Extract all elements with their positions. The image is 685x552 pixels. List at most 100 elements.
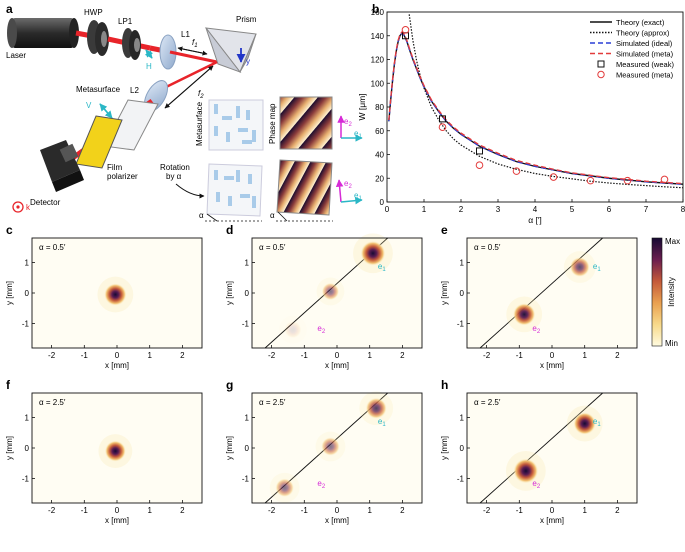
e1-direction-line (479, 392, 603, 504)
map-xtick-label: 2 (615, 351, 620, 360)
map-ytick-label: -1 (242, 475, 250, 484)
map-xtick-label: -2 (48, 506, 56, 515)
intensity-spot (104, 283, 127, 306)
chart-point-measured-weak (476, 147, 483, 155)
map-ytick-label: 0 (25, 444, 30, 453)
e2-rotated-label: e2 (344, 179, 352, 190)
l2-label: L2 (130, 86, 139, 95)
map-ytick-label: -1 (22, 320, 30, 329)
map-ytick-label: 0 (245, 289, 250, 298)
intensity-spot (360, 240, 386, 266)
phase-map-image (279, 96, 333, 150)
chart-ytick-label: 100 (371, 79, 385, 88)
prism-label: Prism (236, 15, 257, 24)
map-ylabel: y [mm] (5, 436, 14, 460)
intensity-maps: c α = 0.5′ -2 -1 0 1 2 -1 0 1 x [mm] y [mm] d α = 0.5… (5, 223, 638, 525)
map-xtick-label: -2 (268, 351, 276, 360)
intensity-spot (321, 282, 340, 301)
map-ytick-label: 0 (25, 289, 30, 298)
e2-axis-label: e2 (344, 117, 352, 128)
h-label: H (146, 62, 152, 71)
map-xtick-label: 0 (335, 506, 340, 515)
f2-label: f2 (198, 89, 204, 100)
map-xlabel: x [mm] (325, 516, 349, 525)
legend-marker (597, 60, 605, 68)
map-xlabel: x [mm] (540, 516, 564, 525)
chart-point-measured-meta (549, 173, 558, 181)
map-xtick-label: -1 (516, 351, 524, 360)
chart-ylabel: W [μm] (357, 93, 367, 120)
alpha-value-label: α = 0.5′ (259, 243, 286, 252)
e1-direction-line (479, 237, 603, 349)
k-vector-icon (12, 201, 24, 213)
map-ytick-label: 1 (245, 258, 250, 267)
e2-label: e2 (532, 324, 540, 335)
colorbar-label: Intensity (667, 277, 676, 307)
map-xtick-label: 2 (400, 351, 405, 360)
map-ytick-label: -1 (457, 320, 465, 329)
map-ytick-label: 0 (245, 444, 250, 453)
chart-point-measured-meta (438, 123, 447, 131)
intensity-map-h: h α = 2.5′ -2 -1 0 1 2 -1 0 1 x [mm] y [mm] e1 e2 (440, 378, 638, 525)
map-xtick-label: 2 (400, 506, 405, 515)
map-ylabel: y [mm] (440, 436, 449, 460)
intensity-map-f: f α = 2.5′ -2 -1 0 1 2 -1 0 1 x [mm] y [mm] (5, 378, 203, 525)
laser-icon (7, 18, 79, 48)
map-xtick-label: -1 (81, 351, 89, 360)
map-xtick-label: 1 (582, 351, 587, 360)
colorbar-max-label: Max (665, 237, 680, 246)
panel-letter: g (226, 378, 233, 392)
panel-letter: h (441, 378, 448, 392)
chart-xtick-label: 1 (422, 205, 427, 214)
panel-letter: d (226, 223, 233, 237)
map-xlabel: x [mm] (540, 361, 564, 370)
alpha-angle-label-2: α (270, 211, 275, 220)
chart-xtick-label: 7 (644, 205, 649, 214)
chart-point-measured-meta (475, 161, 484, 169)
intensity-spot (513, 458, 539, 484)
map-xtick-label: -2 (483, 351, 491, 360)
map-xtick-label: -1 (301, 351, 309, 360)
chart-point-measured-meta (512, 167, 521, 175)
rotation-label: Rotation by α (160, 163, 190, 181)
e2-rotated-arrow (335, 179, 344, 203)
f1-label: f1 (192, 38, 198, 49)
chart-series-line (408, 14, 684, 189)
map-ylabel: y [mm] (225, 281, 234, 305)
chart-point-measured-meta (660, 175, 669, 184)
map-xlabel: x [mm] (105, 516, 129, 525)
chart-xtick-label: 2 (459, 205, 464, 214)
map-ylabel: y [mm] (225, 436, 234, 460)
map-ytick-label: 1 (245, 413, 250, 422)
map-ytick-label: 1 (460, 413, 465, 422)
e2-label: e2 (317, 324, 325, 335)
intensity-map-e: e α = 0.5′ -2 -1 0 1 2 -1 0 1 x [mm] y [mm] e1 e2 (440, 223, 638, 370)
chart-ytick-label: 140 (371, 32, 385, 41)
chart-point-measured-meta (623, 176, 632, 185)
l1-label: L1 (181, 30, 190, 39)
intensity-spot (513, 303, 536, 326)
panel-a-setup: a Laser HWP LP1 H L1 (6, 2, 363, 222)
intensity-map-c: c α = 0.5′ -2 -1 0 1 2 -1 0 1 x [mm] y [mm] (5, 223, 203, 370)
chart-point-measured-weak (439, 115, 446, 123)
panel-letter: e (441, 223, 448, 237)
map-xtick-label: 1 (367, 506, 372, 515)
chart-ytick-label: 40 (375, 151, 384, 160)
legend-entry: Theory (exact) (616, 18, 665, 27)
e1-axis-label: e1 (354, 129, 362, 140)
metasurface-rotated-pattern (206, 163, 263, 217)
map-ytick-label: -1 (22, 475, 30, 484)
e2-label: e2 (532, 479, 540, 490)
chart-ytick-label: 60 (375, 127, 384, 136)
metasurface-label: Metasurface (76, 85, 121, 94)
film-polarizer-label: Film polarizer (107, 163, 138, 181)
chart-series-line (388, 31, 684, 185)
map-xtick-label: 1 (582, 506, 587, 515)
intensity-spot (104, 440, 126, 462)
map-xtick-label: 2 (180, 351, 185, 360)
map-xtick-label: 2 (615, 506, 620, 515)
detector-label: Detector (30, 198, 61, 207)
